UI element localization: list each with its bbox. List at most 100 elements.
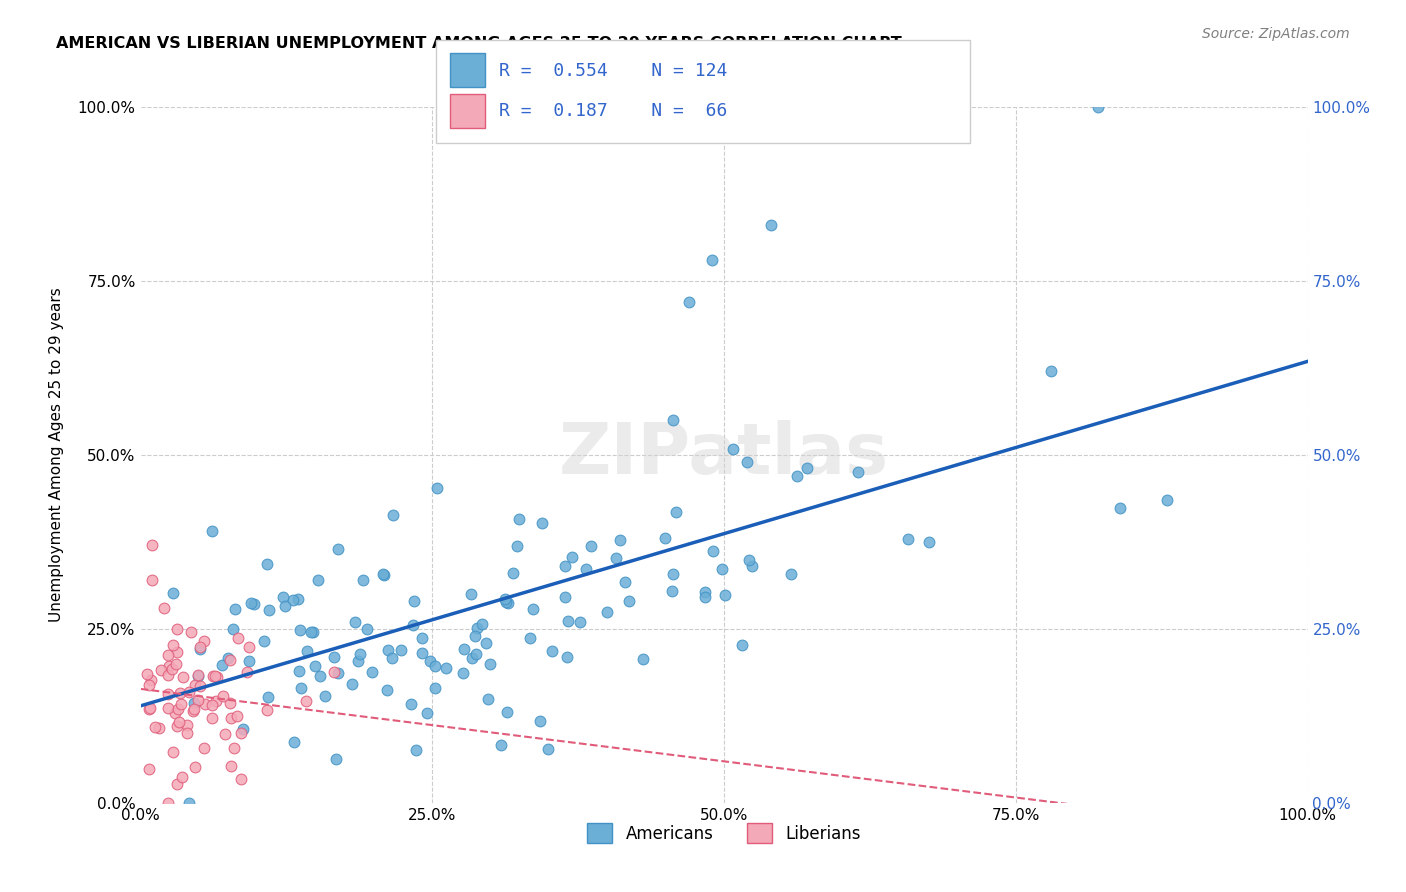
Point xyxy=(325,752,347,766)
Point xyxy=(165,657,187,671)
Point xyxy=(661,413,683,427)
Point xyxy=(326,665,349,680)
Point xyxy=(522,602,544,616)
Point xyxy=(605,551,627,566)
Point xyxy=(180,625,202,640)
Point xyxy=(253,633,276,648)
Point xyxy=(416,706,439,721)
Point xyxy=(554,591,576,605)
Point xyxy=(271,591,294,605)
Point xyxy=(141,538,163,552)
Point xyxy=(167,715,190,730)
Point xyxy=(613,574,636,589)
Point xyxy=(581,539,603,553)
Point xyxy=(301,625,323,640)
Point xyxy=(464,647,486,661)
Point xyxy=(617,594,640,608)
Point xyxy=(418,655,440,669)
Text: R =  0.187    N =  66: R = 0.187 N = 66 xyxy=(499,103,727,120)
Point xyxy=(381,651,404,665)
Point xyxy=(187,692,209,706)
Point xyxy=(156,796,179,810)
Point xyxy=(391,643,413,657)
Point xyxy=(702,253,724,268)
Point xyxy=(177,796,200,810)
Point xyxy=(342,677,364,691)
Point xyxy=(193,634,215,648)
Point xyxy=(465,621,488,635)
Point xyxy=(157,659,180,673)
Point xyxy=(188,679,211,693)
Point xyxy=(328,541,350,556)
Point xyxy=(371,566,394,581)
Point xyxy=(148,722,170,736)
Point xyxy=(157,687,180,701)
Point xyxy=(256,558,278,572)
Point xyxy=(411,646,433,660)
Point xyxy=(661,584,683,599)
Point xyxy=(1087,100,1109,114)
Point xyxy=(557,614,579,628)
Point xyxy=(179,684,201,698)
Point xyxy=(201,711,224,725)
Point xyxy=(201,698,224,713)
Point xyxy=(141,573,163,587)
Point xyxy=(360,665,382,679)
Point xyxy=(710,562,733,576)
Point xyxy=(1156,493,1178,508)
Point xyxy=(502,566,524,580)
Point xyxy=(184,678,207,692)
Point xyxy=(537,742,560,756)
Point xyxy=(489,739,512,753)
Point xyxy=(596,605,619,619)
Point xyxy=(222,622,245,636)
Point xyxy=(531,516,554,531)
Point xyxy=(274,599,297,614)
Point xyxy=(554,559,576,574)
Point xyxy=(654,531,676,545)
Point xyxy=(423,658,446,673)
Point xyxy=(188,640,211,654)
Text: AMERICAN VS LIBERIAN UNEMPLOYMENT AMONG AGES 25 TO 29 YEARS CORRELATION CHART: AMERICAN VS LIBERIAN UNEMPLOYMENT AMONG … xyxy=(56,36,903,51)
Point xyxy=(561,550,583,565)
Point xyxy=(402,594,425,608)
Point xyxy=(411,631,433,645)
Point xyxy=(496,705,519,719)
Point xyxy=(149,663,172,677)
Point xyxy=(172,770,194,784)
Point xyxy=(288,624,311,638)
Point xyxy=(575,562,598,576)
Point xyxy=(184,760,207,774)
Point xyxy=(290,681,312,695)
Point xyxy=(897,533,920,547)
Point xyxy=(163,706,186,720)
Point xyxy=(356,623,378,637)
Point xyxy=(170,697,193,711)
Point xyxy=(201,524,224,539)
Point xyxy=(207,670,229,684)
Point xyxy=(183,696,205,710)
Point xyxy=(460,587,482,601)
Point xyxy=(212,689,235,703)
Point xyxy=(287,591,309,606)
Point xyxy=(721,442,744,456)
Point xyxy=(288,664,311,678)
Point xyxy=(236,665,259,679)
Point xyxy=(731,638,754,652)
Point xyxy=(204,669,226,683)
Point xyxy=(343,615,366,629)
Point xyxy=(139,701,162,715)
Point xyxy=(434,660,457,674)
Point xyxy=(157,668,180,682)
Point xyxy=(257,690,280,704)
Point xyxy=(232,722,254,736)
Point xyxy=(508,512,530,526)
Point xyxy=(219,652,242,666)
Point xyxy=(156,648,179,663)
Point xyxy=(169,685,191,699)
Point xyxy=(1108,500,1130,515)
Point xyxy=(475,636,498,650)
Point xyxy=(796,461,818,475)
Point xyxy=(426,481,449,495)
Point xyxy=(377,642,399,657)
